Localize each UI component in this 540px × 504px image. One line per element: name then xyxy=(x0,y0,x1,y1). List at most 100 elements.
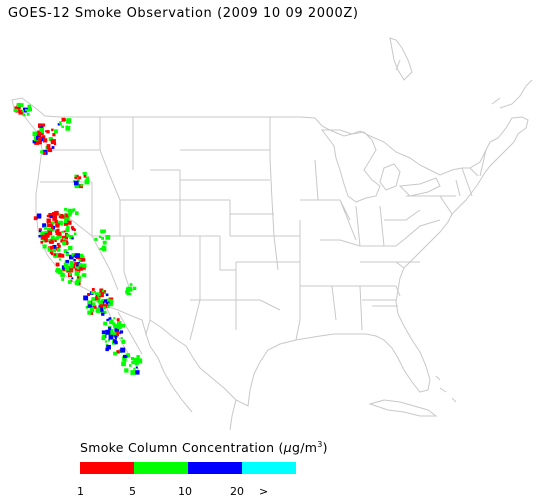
smoke-pixel xyxy=(55,231,60,235)
legend-bin-2 xyxy=(134,462,188,474)
smoke-pixel xyxy=(99,301,103,305)
smoke-pixel xyxy=(52,214,58,220)
smoke-pixel xyxy=(120,330,124,334)
smoke-pixel xyxy=(107,339,110,342)
smoke-pixel xyxy=(101,290,106,294)
smoke-pixel xyxy=(37,130,43,136)
smoke-pixel xyxy=(90,291,94,295)
smoke-pixel xyxy=(79,267,83,271)
smoke-pixel xyxy=(99,247,102,250)
legend-bin-4 xyxy=(242,462,296,474)
legend-tick-1: 1 xyxy=(77,485,84,498)
smoke-pixel xyxy=(113,351,117,356)
smoke-pixel xyxy=(61,125,64,128)
smoke-pixel xyxy=(65,259,69,264)
smoke-pixel xyxy=(87,310,92,315)
smoke-pixel xyxy=(83,171,87,176)
smoke-pixel xyxy=(21,109,24,113)
smoke-pixel xyxy=(40,241,43,244)
smoke-pixel xyxy=(96,299,100,303)
smoke-pixel xyxy=(136,355,140,359)
smoke-pixel xyxy=(112,322,116,326)
smoke-pixel xyxy=(117,324,121,327)
smoke-pixel xyxy=(107,305,110,308)
legend-tick-5: 5 xyxy=(129,485,136,498)
smoke-pixel xyxy=(124,368,129,373)
smoke-pixel xyxy=(15,108,19,112)
smoke-pixel xyxy=(95,307,101,312)
smoke-pixel xyxy=(123,354,127,359)
smoke-pixel xyxy=(73,258,76,262)
smoke-pixel xyxy=(47,147,53,153)
smoke-pixel xyxy=(48,238,51,241)
smoke-pixel xyxy=(102,334,106,338)
legend-unit-sup: 3 xyxy=(317,440,323,449)
legend-bin-3 xyxy=(188,462,242,474)
smoke-pixel xyxy=(113,332,117,335)
smoke-pixel xyxy=(16,102,21,107)
smoke-pixel xyxy=(78,253,84,259)
smoke-pixel xyxy=(106,318,109,322)
smoke-pixel xyxy=(46,214,50,218)
smoke-pixel xyxy=(62,235,67,240)
smoke-pixel xyxy=(100,229,105,234)
smoke-pixel xyxy=(67,220,72,225)
smoke-pixel xyxy=(34,140,39,145)
canada-coast xyxy=(389,37,533,109)
smoke-pixel xyxy=(104,340,107,343)
smoke-pixel xyxy=(50,245,54,250)
smoke-pixel xyxy=(133,357,138,363)
smoke-pixel xyxy=(47,247,52,252)
smoke-pixel xyxy=(43,226,47,230)
legend-unit-mu: μ xyxy=(283,440,293,456)
smoke-pixel xyxy=(74,174,77,177)
smoke-pixel xyxy=(83,295,89,301)
smoke-pixel xyxy=(27,104,31,109)
smoke-pixel xyxy=(90,312,94,315)
smoke-pixel xyxy=(64,207,67,211)
smoke-pixel xyxy=(74,211,79,215)
smoke-pixel xyxy=(107,298,111,302)
smoke-pixel xyxy=(99,304,103,308)
smoke-pixel xyxy=(82,172,85,175)
smoke-pixel xyxy=(40,137,45,142)
smoke-pixel xyxy=(69,260,74,266)
smoke-pixel xyxy=(51,226,54,229)
smoke-pixel xyxy=(48,137,53,142)
smoke-pixel xyxy=(113,317,116,320)
smoke-pixel xyxy=(55,262,60,267)
smoke-pixel xyxy=(47,222,52,227)
smoke-pixel xyxy=(44,233,50,238)
smoke-pixel xyxy=(52,245,57,250)
smoke-pixel xyxy=(91,302,96,306)
cuba xyxy=(368,399,438,417)
smoke-pixel xyxy=(41,132,44,135)
smoke-pixel xyxy=(113,324,118,329)
smoke-pixel xyxy=(49,224,52,227)
smoke-pixel xyxy=(67,208,72,213)
smoke-pixel xyxy=(62,268,66,272)
smoke-pixel xyxy=(129,283,133,286)
smoke-pixel xyxy=(60,272,65,278)
smoke-pixel xyxy=(52,212,57,216)
smoke-pixel xyxy=(45,130,48,133)
smoke-pixel xyxy=(40,231,45,236)
smoke-pixel xyxy=(13,108,17,112)
smoke-pixel xyxy=(81,258,85,262)
smoke-pixel xyxy=(97,292,101,296)
smoke-pixel xyxy=(77,275,81,280)
smoke-pixel xyxy=(44,240,47,243)
smoke-pixel xyxy=(74,175,78,180)
smoke-pixel xyxy=(70,226,74,230)
smoke-pixel xyxy=(70,264,74,268)
smoke-pixel xyxy=(65,125,71,131)
smoke-pixel xyxy=(91,288,95,291)
smoke-pixel xyxy=(101,312,105,316)
smoke-pixel xyxy=(71,277,74,280)
smoke-pixel xyxy=(43,237,48,243)
smoke-pixel xyxy=(69,235,74,240)
smoke-pixel xyxy=(71,237,74,240)
smoke-pixel xyxy=(60,239,64,243)
legend-title: Smoke Column Concentration (μg/m3) xyxy=(80,440,328,455)
smoke-pixel xyxy=(106,344,111,350)
